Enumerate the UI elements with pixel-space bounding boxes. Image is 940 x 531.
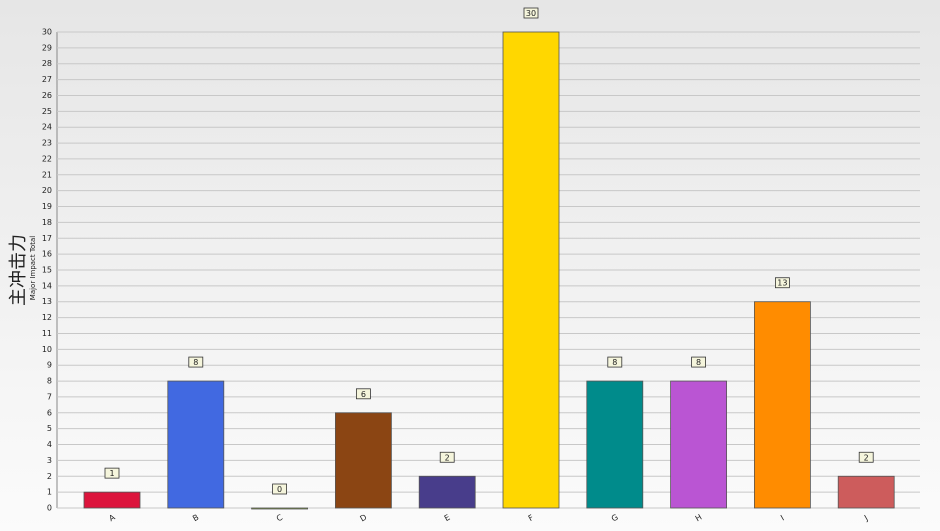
data-label: 8 (612, 358, 617, 367)
y-tick-label: 6 (47, 408, 52, 417)
y-tick-label: 17 (42, 234, 52, 243)
y-tick-label: 22 (42, 154, 52, 163)
data-label: 0 (277, 485, 282, 494)
y-tick-label: 10 (42, 345, 52, 354)
bar (670, 380, 727, 509)
bar (502, 31, 560, 509)
y-tick-label: 19 (42, 202, 52, 211)
bar (334, 412, 392, 509)
data-label-box (104, 467, 120, 479)
data-label-box (439, 451, 455, 463)
y-tick-label: 26 (42, 91, 52, 100)
bar (418, 475, 476, 509)
data-label: 8 (193, 358, 198, 367)
bar (754, 301, 811, 509)
data-label: 2 (864, 453, 869, 462)
y-tick-label: 21 (42, 170, 52, 179)
data-label-box (607, 356, 623, 368)
data-label: 30 (526, 9, 536, 18)
bar (586, 380, 644, 509)
x-tick-label: C (275, 513, 285, 524)
y-tick-label: 14 (42, 281, 52, 290)
data-label-box (272, 483, 288, 495)
y-tick-label: 1 (47, 488, 52, 497)
y-tick-label: 27 (42, 75, 52, 84)
y-tick-label: 30 (42, 28, 52, 37)
data-label: 1 (109, 469, 114, 478)
x-tick-label: G (610, 513, 620, 524)
y-tick-label: 15 (42, 266, 52, 275)
x-tick-label: I (779, 514, 786, 523)
x-tick-label: B (191, 513, 200, 524)
x-tick-label: E (443, 513, 452, 523)
y-tick-label: 24 (42, 123, 52, 132)
data-label: 13 (777, 279, 787, 288)
y-tick-label: 23 (42, 139, 52, 148)
y-axis-subtitle: Major Impact Total (29, 236, 37, 300)
x-tick-label: D (358, 513, 368, 524)
data-label-box (355, 388, 371, 400)
y-tick-label: 3 (47, 456, 52, 465)
y-tick-label: 11 (42, 329, 52, 338)
y-tick-label: 2 (47, 472, 52, 481)
x-tick-label: H (694, 513, 704, 524)
y-tick-label: 8 (47, 377, 52, 386)
bar (167, 380, 225, 509)
data-label-box (775, 277, 790, 289)
y-tick-label: 16 (42, 250, 52, 259)
y-tick-label: 0 (47, 504, 52, 513)
x-tick-label: A (107, 512, 117, 523)
y-tick-label: 18 (42, 218, 52, 227)
y-tick-label: 7 (47, 392, 52, 401)
bar (83, 491, 141, 509)
data-label-box (691, 356, 706, 368)
bar (251, 507, 309, 510)
y-tick-label: 5 (47, 424, 52, 433)
y-tick-label: 25 (42, 107, 52, 116)
y-tick-label: 4 (47, 440, 52, 449)
x-tick-label: F (527, 513, 536, 523)
y-tick-label: 28 (42, 59, 52, 68)
y-tick-label: 29 (42, 43, 52, 52)
data-label: 6 (361, 390, 366, 399)
data-label-box (523, 7, 539, 19)
data-label: 8 (696, 358, 701, 367)
y-tick-label: 20 (42, 186, 52, 195)
bar (837, 475, 895, 509)
data-label-box (188, 356, 204, 368)
data-label-box (858, 451, 874, 463)
x-tick-label: J (862, 514, 869, 523)
y-axis-title: 主冲击力 (8, 234, 29, 306)
y-tick-label: 9 (47, 361, 52, 370)
data-label: 2 (445, 453, 450, 462)
y-tick-label: 12 (42, 313, 52, 322)
y-tick-label: 13 (42, 297, 52, 306)
